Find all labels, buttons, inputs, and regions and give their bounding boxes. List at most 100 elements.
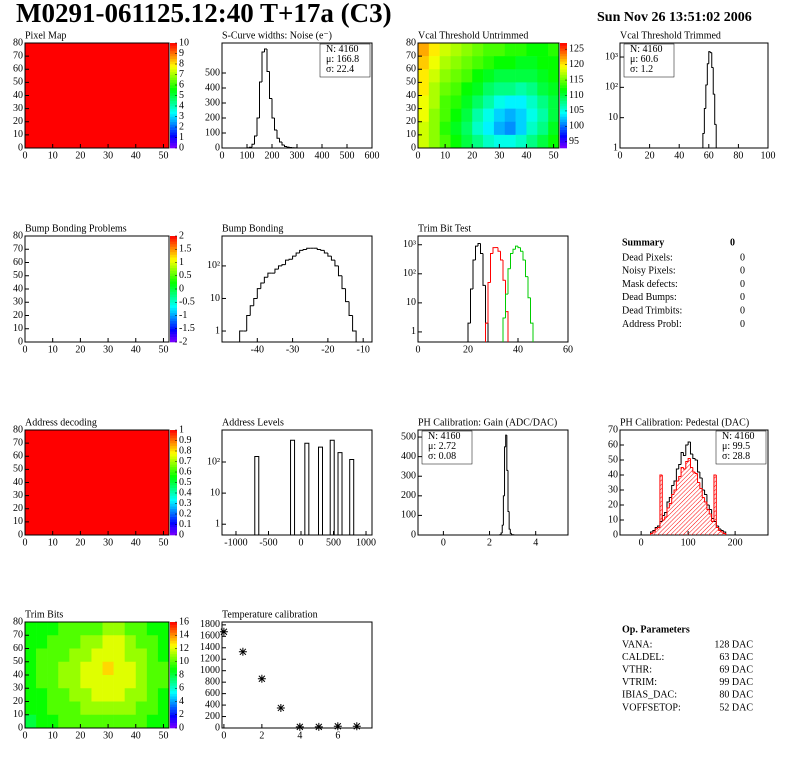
palette-label: 120 [569,59,584,70]
palette-step [170,688,177,692]
palette-step [170,90,177,94]
palette-step [170,56,177,60]
heat-cell [483,56,495,70]
palette-step [560,82,567,86]
palette-step [560,142,567,146]
x-tick-label: 50 [158,730,168,741]
hist-bin [718,527,722,531]
palette-step [560,129,567,133]
hist-bin [263,276,268,283]
heat-cell [25,430,170,536]
palette-step [170,701,177,705]
palette-step [170,635,177,639]
y-tick-label: 100 [401,510,416,521]
heat-cell [418,95,430,109]
heat-cell [504,56,516,70]
stats-line: N: 4160 [722,431,755,442]
hist-bin [704,497,707,503]
x-tick-label: -30 [286,344,299,355]
stats-line: σ: 0.08 [428,451,456,462]
palette-step [560,56,567,60]
heat-cell [69,661,81,676]
heat-cell [113,675,125,689]
palette-step [560,106,567,109]
hist-bin [720,530,724,533]
hist-fill [662,520,665,535]
hist-bin [274,118,277,131]
hist-bin [715,124,718,149]
hist-bin [256,117,260,136]
heat-cell [102,675,114,689]
palette-step [170,675,177,678]
y-tick-label: 40 [13,90,23,101]
star-marker [295,722,304,731]
op-value: 80 DAC [719,690,753,701]
y-tick-label: 1800 [200,619,220,630]
palette-label: 0 [179,722,184,733]
palette-step [170,246,177,250]
heat-cell [113,701,125,716]
palette-step [170,262,177,266]
heat-cell [91,635,103,649]
heat-cell [47,622,59,636]
palette-label: 0.5 [179,270,192,281]
hist-bin [711,514,714,522]
palette-label: 0 [179,529,184,540]
heat-cell [493,69,506,83]
palette-step [170,656,177,660]
heat-cell [504,121,516,136]
palette-step [560,77,567,81]
y-tick-label: 50 [13,270,23,281]
palette-label: -2 [179,336,187,347]
heat-cell [36,648,48,663]
hist-bin [286,146,290,148]
heat-cell [472,82,484,96]
palette-label: 6 [179,79,184,90]
palette-step [170,331,177,335]
palette-step [170,283,177,287]
palette-step [560,95,567,99]
heat-cell [135,622,148,636]
y-tick-label: 30 [406,103,416,114]
palette-step [560,66,567,70]
heat-cell [36,714,48,729]
op-value: 69 DAC [719,664,753,675]
palette-step [170,432,177,436]
palette-step [560,43,567,46]
y-tick-label: 70 [13,630,23,641]
heat-cell [537,121,549,136]
heat-cell [25,675,37,689]
hist-bin [267,272,272,278]
x-tick-label: 0 [618,150,623,161]
hist-bin [702,133,705,148]
x-tick-label: -1000 [224,537,247,548]
y-tick-label: 10² [207,456,220,467]
palette-step [170,643,177,647]
x-tick-label: 400 [315,150,330,161]
palette-step [170,667,177,670]
y-tick-label: 80 [13,424,23,435]
hist-bin [506,435,508,471]
stats-line: N: 4160 [630,44,663,55]
hist-bin [302,248,307,251]
y-tick-label: 30 [608,484,618,495]
palette-step [170,64,177,67]
palette-label: 95 [569,136,579,147]
heat-cell [461,43,473,57]
x-tick-label: 40 [131,730,141,741]
heat-cell [472,95,484,109]
plot-frame [24,235,170,343]
palette-step [170,53,177,57]
hist-bin [276,130,280,139]
hist-bin [246,314,251,332]
x-tick-label: 10 [440,150,450,161]
y-tick-label: 10 [608,514,618,525]
y-tick-label: 10² [403,268,416,279]
heat-cell [493,82,506,96]
heat-cell [69,675,81,689]
hist-bin [680,452,684,465]
heat-cell [36,661,48,676]
palette-step [170,310,177,314]
hist-bin [515,245,518,250]
heat-cell [548,56,560,70]
